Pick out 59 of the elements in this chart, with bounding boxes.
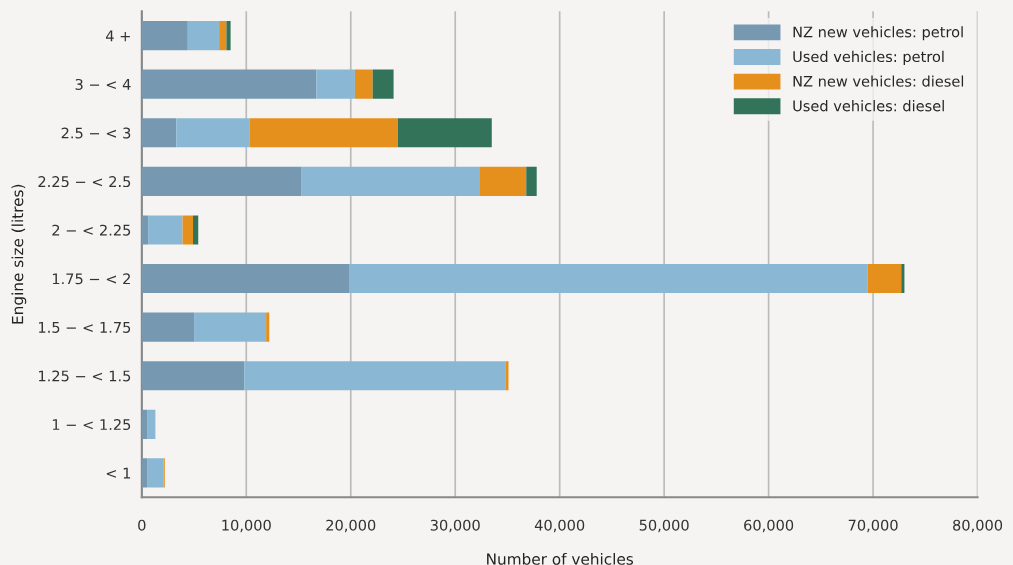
y-tick-label: 2.5 − < 3 xyxy=(61,127,131,139)
legend-label: Used vehicles: petrol xyxy=(793,50,944,65)
bar xyxy=(219,21,227,51)
bar xyxy=(147,409,156,439)
legend-label: Used vehicles: diesel xyxy=(793,100,944,112)
bar xyxy=(148,215,183,245)
y-tick-label: 3 − < 4 xyxy=(75,78,131,90)
x-tick-label: 60,000 xyxy=(744,519,794,533)
bar xyxy=(141,263,350,294)
legend-label: NZ new vehicles: petrol xyxy=(793,26,963,41)
bar xyxy=(141,361,245,391)
x-tick-label: 0 xyxy=(138,519,146,531)
bar xyxy=(354,69,373,99)
y-tick-label: 2 − < 2.25 xyxy=(52,224,131,236)
x-axis-title: Number of vehicles xyxy=(487,552,634,565)
y-tick-label: 4 + xyxy=(105,30,130,42)
bar xyxy=(526,166,537,196)
bar xyxy=(182,215,194,245)
bar xyxy=(301,166,480,196)
x-tick-label: 70,000 xyxy=(848,519,898,533)
x-tick-label: 20,000 xyxy=(326,519,376,533)
bar xyxy=(141,166,302,196)
bar xyxy=(244,361,506,391)
y-tick-label: < 1 xyxy=(106,467,131,479)
y-tick-label: 1 − < 1.25 xyxy=(52,419,131,431)
y-tick-label: 1.75 − < 2 xyxy=(52,273,130,285)
bar xyxy=(397,118,492,148)
x-tick-label: 80,000 xyxy=(953,519,1003,533)
bar xyxy=(372,69,394,99)
bar xyxy=(505,361,509,391)
bar xyxy=(193,215,199,245)
bar xyxy=(349,263,868,294)
y-tick-label: 1.25 − < 1.5 xyxy=(39,370,131,382)
bar xyxy=(141,21,188,51)
x-tick-label: 40,000 xyxy=(534,519,585,533)
bar xyxy=(226,21,231,51)
bar xyxy=(479,166,527,196)
bar xyxy=(141,69,317,99)
bar xyxy=(187,21,220,51)
x-tick-label: 10,000 xyxy=(222,519,271,533)
x-tick-label: 30,000 xyxy=(430,519,480,533)
y-axis-title: Engine size (litres) xyxy=(11,184,27,324)
bar xyxy=(249,118,398,148)
bar xyxy=(316,69,355,99)
bar xyxy=(901,263,905,294)
bar xyxy=(176,118,250,148)
bar xyxy=(141,312,195,342)
bar xyxy=(141,458,148,488)
x-tick-label: 50,000 xyxy=(639,519,689,533)
bar xyxy=(194,312,267,342)
bar xyxy=(141,215,149,245)
bar xyxy=(266,312,270,342)
bar xyxy=(867,263,902,294)
bar xyxy=(147,458,164,488)
bar xyxy=(141,118,177,148)
legend-label: NZ new vehicles: diesel xyxy=(793,75,964,87)
y-tick-label: 1.5 − < 1.75 xyxy=(39,322,131,333)
y-tick-label: 2.25 − < 2.5 xyxy=(38,176,131,188)
bar xyxy=(141,409,148,439)
